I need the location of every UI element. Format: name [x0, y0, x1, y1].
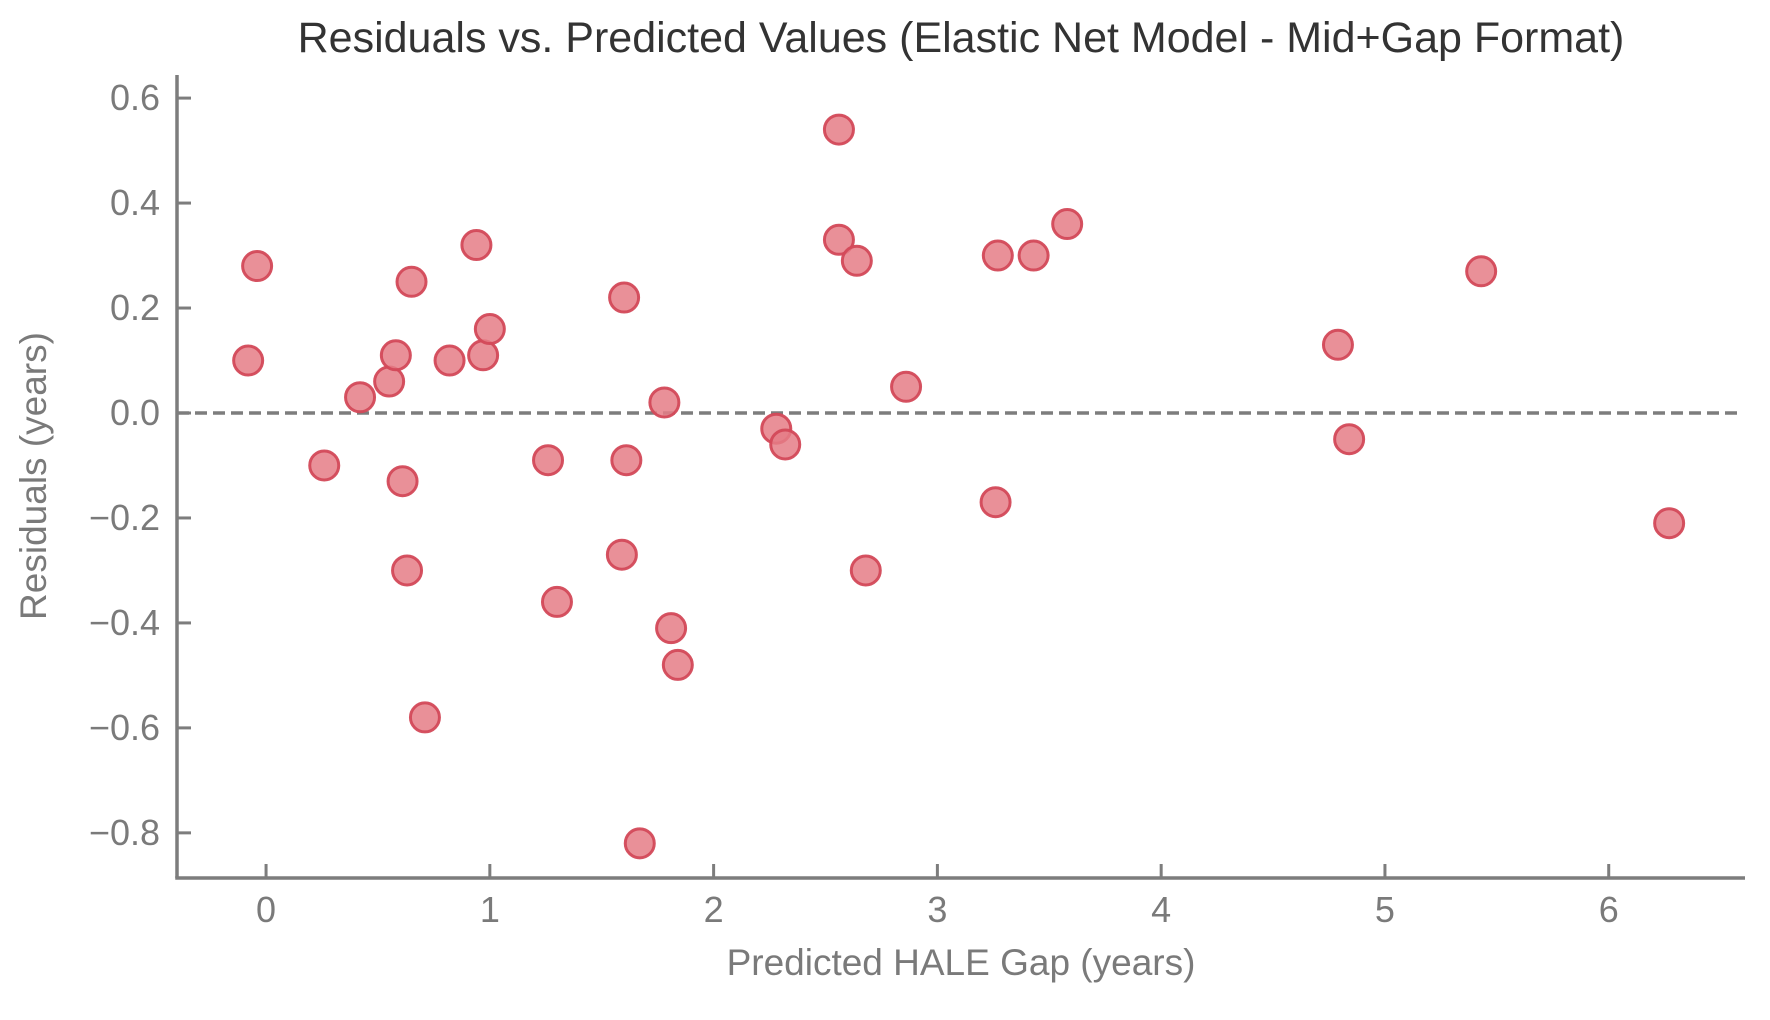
y-tick-label: 0.0	[110, 392, 160, 433]
data-point	[1465, 255, 1498, 288]
data-point	[849, 554, 882, 587]
x-tick-label: 2	[704, 889, 724, 930]
y-tick-label: −0.2	[89, 497, 160, 538]
data-point	[540, 585, 573, 618]
data-point	[308, 449, 341, 482]
x-axis-label: Predicted HALE Gap (years)	[727, 942, 1196, 983]
x-tick-label: 6	[1599, 889, 1619, 930]
data-point	[890, 370, 923, 403]
data-point	[822, 113, 855, 146]
y-tick-label: −0.4	[89, 602, 160, 643]
y-tick-label: 0.6	[110, 77, 160, 118]
x-tick-label: 0	[256, 889, 276, 930]
x-tick-label: 3	[927, 889, 947, 930]
data-point	[1017, 239, 1050, 272]
data-point	[822, 223, 855, 256]
data-point	[623, 827, 656, 860]
data-point	[1051, 208, 1084, 241]
data-point	[1321, 328, 1354, 361]
x-tick-label: 1	[480, 889, 500, 930]
data-point	[648, 386, 681, 419]
data-point	[241, 250, 274, 283]
data-point	[769, 428, 802, 461]
data-point	[473, 313, 506, 346]
x-tick-label: 5	[1375, 889, 1395, 930]
chart-title: Residuals vs. Predicted Values (Elastic …	[298, 14, 1625, 62]
y-tick-label: 0.2	[110, 287, 160, 328]
data-point	[661, 648, 694, 681]
data-point	[1653, 507, 1686, 540]
data-point	[605, 538, 638, 571]
data-point	[395, 265, 428, 298]
data-point	[433, 344, 466, 377]
data-point	[460, 229, 493, 262]
data-point	[979, 486, 1012, 519]
data-point	[840, 244, 873, 277]
data-point	[1333, 423, 1366, 456]
data-point	[373, 365, 406, 398]
data-point	[344, 381, 377, 414]
data-point	[386, 465, 419, 498]
data-point	[655, 612, 688, 645]
y-tick-label: 0.4	[110, 182, 160, 223]
data-point	[981, 239, 1014, 272]
data-point	[232, 344, 265, 377]
y-tick-label: −0.8	[89, 812, 160, 853]
data-point	[467, 339, 500, 372]
data-point	[608, 281, 641, 314]
y-axis-label: Residuals (years)	[13, 332, 54, 620]
y-tick-label: −0.6	[89, 707, 160, 748]
data-point	[532, 444, 565, 477]
x-tick-label: 4	[1151, 889, 1171, 930]
plot-area: 0 1 2 3 4 5 6 0.6 0.4 0.2 0.0 −0.2 −0.4 −0.6 −0.8	[89, 75, 1745, 930]
data-point	[391, 554, 424, 587]
data-point	[408, 701, 441, 734]
data-point	[379, 339, 412, 372]
data-point	[610, 444, 643, 477]
